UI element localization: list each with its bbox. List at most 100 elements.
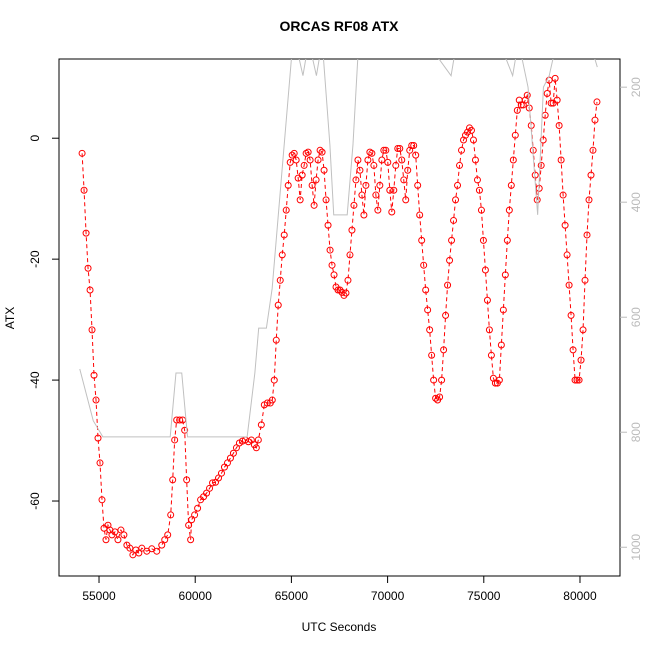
data-point [452, 196, 460, 204]
data-point [509, 156, 517, 164]
data-point [346, 251, 354, 259]
data-point [388, 208, 396, 216]
data-point [358, 191, 366, 199]
data-point [102, 536, 110, 544]
data-point [408, 141, 416, 149]
data-point [320, 166, 328, 174]
data-point [188, 516, 196, 524]
data-point [428, 351, 436, 359]
data-point [567, 311, 575, 319]
data-point [278, 251, 286, 259]
data-point [380, 146, 388, 154]
series-line [81, 78, 598, 556]
data-point [187, 536, 195, 544]
x-tick-label: 60000 [179, 589, 213, 603]
data-point [473, 176, 481, 184]
data-point [350, 201, 358, 209]
data-point [86, 286, 94, 294]
data-point [438, 376, 446, 384]
data-point [440, 346, 448, 354]
data-point [583, 231, 591, 239]
data-point [483, 296, 491, 304]
data-point [422, 286, 430, 294]
data-point [183, 476, 191, 484]
data-point [318, 148, 326, 156]
data-point [296, 196, 304, 204]
data-point [276, 276, 284, 284]
data-point [304, 148, 312, 156]
data-point [458, 146, 466, 154]
data-point [372, 191, 380, 199]
data-point [416, 211, 424, 219]
data-point [308, 181, 316, 189]
data-point [463, 128, 471, 136]
data-point [577, 356, 585, 364]
data-point [430, 376, 438, 384]
data-point [263, 399, 271, 407]
data-point [392, 161, 400, 169]
data-point [226, 454, 234, 462]
x-tick-label: 80000 [563, 589, 597, 603]
data-point [444, 281, 452, 289]
x-tick-label: 55000 [82, 589, 116, 603]
data-point [537, 161, 545, 169]
data-point [573, 376, 581, 384]
data-point [547, 99, 555, 107]
data-point [436, 393, 444, 401]
data-point [98, 496, 106, 504]
data-point [176, 416, 184, 424]
data-point [424, 306, 432, 314]
plot-frame [58, 58, 621, 577]
data-point [394, 144, 402, 152]
data-point [314, 156, 322, 164]
data-point [505, 206, 513, 214]
data-point [206, 484, 214, 492]
data-point [575, 376, 583, 384]
data-point [475, 186, 483, 194]
data-point [384, 158, 392, 166]
data-point [254, 436, 262, 444]
data-point [398, 156, 406, 164]
y2-tick-label: 800 [629, 422, 643, 442]
data-point [316, 146, 324, 154]
data-point [503, 236, 511, 244]
data-point [368, 149, 376, 157]
data-point [450, 216, 458, 224]
data-point [402, 196, 410, 204]
data-point [312, 176, 320, 184]
data-point [330, 271, 338, 279]
data-point [432, 394, 440, 402]
data-point [370, 161, 378, 169]
data-point [477, 206, 485, 214]
data-point [569, 346, 577, 354]
data-point [553, 96, 561, 104]
y-tick-label: -40 [28, 371, 42, 389]
data-point [310, 201, 318, 209]
data-point [120, 531, 128, 539]
data-point [469, 136, 477, 144]
data-point [579, 326, 587, 334]
data-point [84, 264, 92, 272]
data-point [581, 276, 589, 284]
data-point [396, 144, 404, 152]
data-point [153, 547, 161, 555]
data-point [215, 474, 223, 482]
data-point [376, 181, 384, 189]
data-point [589, 146, 597, 154]
data-point [412, 151, 420, 159]
data-point [501, 271, 509, 279]
data-point [268, 396, 276, 404]
data-point [364, 156, 372, 164]
x-tick-label: 65000 [275, 589, 309, 603]
data-point [292, 156, 300, 164]
data-point [282, 206, 290, 214]
data-point [481, 266, 489, 274]
y-axis-label: ATX [3, 307, 17, 329]
series-line [79, 59, 598, 438]
data-point [511, 131, 519, 139]
data-point [88, 326, 96, 334]
data-point [565, 281, 573, 289]
data-point [223, 459, 231, 467]
data-point [495, 376, 503, 384]
